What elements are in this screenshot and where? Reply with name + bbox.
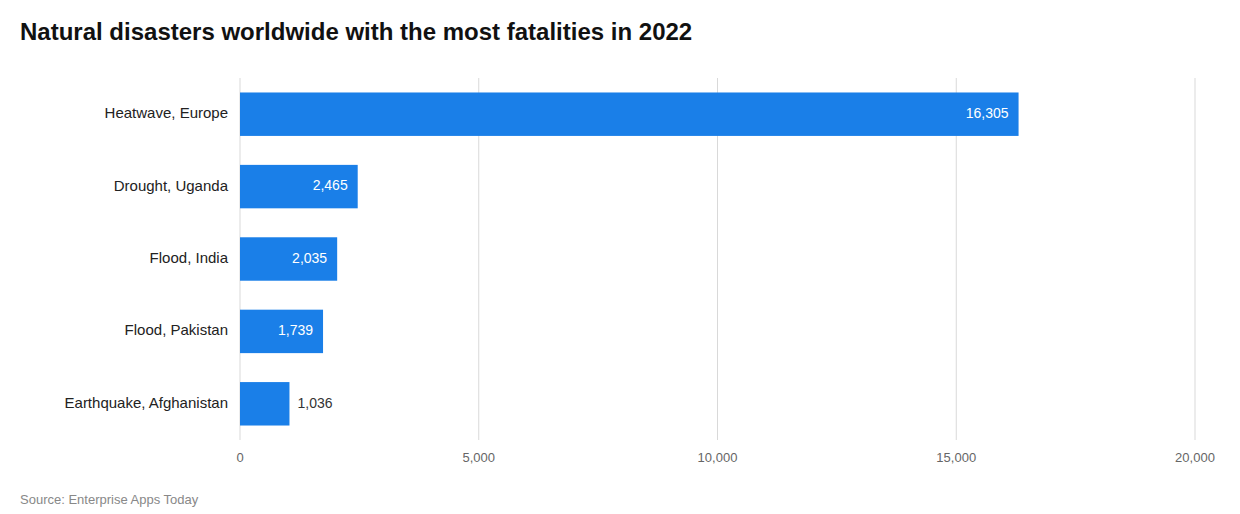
bar (240, 382, 289, 425)
tick-label: 15,000 (936, 450, 976, 465)
tick-label: 20,000 (1175, 450, 1215, 465)
data-label: 2,035 (292, 250, 327, 266)
category-label: Flood, India (150, 249, 229, 266)
source: Source: Enterprise Apps Today (20, 492, 199, 507)
grid (240, 78, 1195, 440)
bar (240, 310, 323, 353)
tick-label: 5,000 (462, 450, 495, 465)
title: Natural disasters worldwide with the mos… (20, 18, 692, 45)
x-axis: 0 5,000 10,000 15,000 20,000 (236, 450, 1215, 465)
category-label: Flood, Pakistan (125, 321, 228, 338)
page: {"chart_data": {"type": "bar", "orientat… (0, 0, 1240, 514)
chart-svg: Natural disasters worldwide with the mos… (0, 0, 1240, 514)
tick-label: 10,000 (698, 450, 738, 465)
data-label: 1,739 (278, 322, 313, 338)
category-label: Heatwave, Europe (105, 104, 228, 121)
tick-label: 0 (236, 450, 243, 465)
background (0, 0, 1240, 514)
bar (240, 92, 1019, 135)
bars (240, 92, 1019, 425)
bar (240, 165, 358, 208)
chart-container: Natural disasters worldwide with the mos… (0, 0, 1240, 514)
data-labels: 1,036 1,739 2,035 2,465 16,305 (278, 105, 1009, 411)
category-label: Earthquake, Afghanistan (65, 394, 228, 411)
data-label: 16,305 (966, 105, 1009, 121)
data-label: 2,465 (313, 177, 348, 193)
bar (240, 237, 337, 280)
data-label: 1,036 (297, 395, 332, 411)
grid-line (1195, 78, 1196, 440)
y-axis: Earthquake, Afghanistan Flood, Pakistan Fl… (65, 104, 229, 411)
category-label: Drought, Uganda (114, 177, 229, 194)
